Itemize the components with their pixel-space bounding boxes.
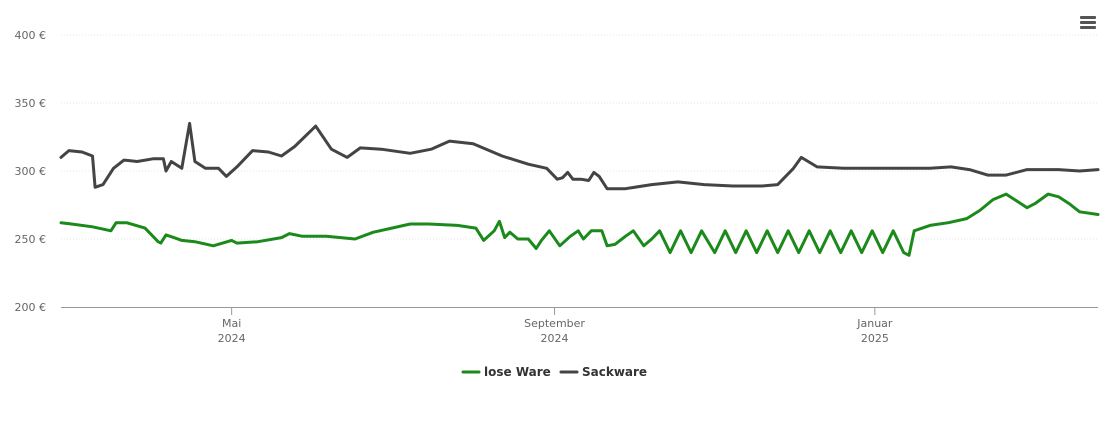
series-group	[59, 121, 1100, 257]
x-tick-label-month: Mai	[222, 317, 241, 330]
x-tick-label-year: 2024	[541, 332, 569, 345]
y-tick-label: 250 €	[15, 233, 47, 246]
legend-label-lose-ware: lose Ware	[484, 365, 551, 379]
series-line-lose-ware	[59, 192, 1100, 257]
y-tick-label: 400 €	[15, 29, 47, 42]
x-axis: Mai 2024 September 2024 Januar 2025	[61, 307, 1098, 345]
x-tick-label-month: September	[524, 317, 585, 330]
legend-item-sackware[interactable]: Sackware	[559, 365, 647, 379]
legend-item-lose-ware[interactable]: lose Ware	[461, 365, 551, 379]
hamburger-menu-icon	[1080, 16, 1096, 29]
legend: lose Ware Sackware	[461, 365, 647, 379]
y-tick-label: 350 €	[15, 97, 47, 110]
y-axis: 200 € 250 € 300 € 350 € 400 €	[15, 29, 47, 314]
grid-lines	[61, 34, 1098, 240]
x-tick-label-year: 2024	[218, 332, 246, 345]
x-tick-label-month: Januar	[856, 317, 893, 330]
chart-menu-button[interactable]	[1074, 10, 1102, 34]
series-line-sackware	[59, 121, 1100, 191]
x-tick-label-year: 2025	[861, 332, 889, 345]
y-tick-label: 300 €	[15, 165, 47, 178]
y-tick-label: 200 €	[15, 301, 47, 314]
legend-label-sackware: Sackware	[582, 365, 647, 379]
